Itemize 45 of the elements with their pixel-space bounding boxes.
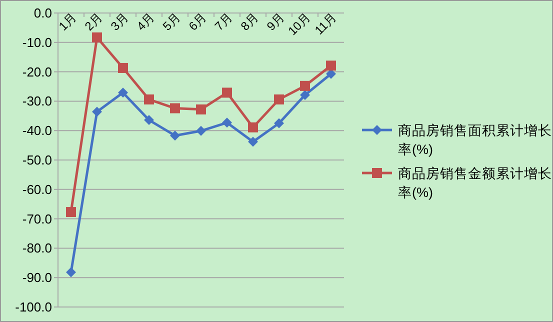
x-tick-label: 4月 <box>134 10 158 34</box>
y-tick-label: -60.0 <box>22 182 52 197</box>
legend-label: 商品房销售金额累计增长率(%) <box>398 166 552 200</box>
y-tick-label: -50.0 <box>22 152 52 168</box>
x-tick-label: 3月 <box>108 10 132 34</box>
point <box>66 207 76 218</box>
point <box>222 88 232 98</box>
y-tick-label: -80.0 <box>22 240 52 256</box>
point <box>92 32 102 42</box>
y-tick-label: -40.0 <box>22 123 52 138</box>
point <box>118 88 128 98</box>
point <box>274 118 284 128</box>
point <box>326 60 336 71</box>
point <box>144 94 154 104</box>
point <box>274 94 284 104</box>
point <box>300 90 310 100</box>
point <box>144 115 154 126</box>
point <box>66 267 76 278</box>
x-tick-label: 10月 <box>285 10 314 38</box>
point <box>222 118 232 128</box>
y-tick-label: 0.0 <box>34 6 52 20</box>
x-tick-label: 9月 <box>264 10 288 34</box>
point <box>248 122 258 132</box>
x-tick-label: 2月 <box>82 10 106 34</box>
point <box>300 80 310 91</box>
x-tick-label: 8月 <box>238 10 262 34</box>
y-tick-label: -30.0 <box>22 94 52 109</box>
point <box>196 104 206 114</box>
x-tick-label: 11月 <box>312 10 340 38</box>
point <box>196 126 206 136</box>
point <box>170 103 180 114</box>
y-tick-label: -90.0 <box>22 270 52 286</box>
point <box>170 130 180 141</box>
x-tick-label: 6月 <box>186 10 210 34</box>
y-tick-label: -100.0 <box>15 300 52 314</box>
y-tick-label: -10.0 <box>22 34 52 50</box>
y-tick-label: -70.0 <box>22 211 52 226</box>
x-tick-label: 1月 <box>56 10 80 34</box>
point <box>118 62 128 73</box>
y-tick-label: -20.0 <box>22 64 52 80</box>
point <box>248 136 258 147</box>
x-tick-label: 7月 <box>212 10 236 34</box>
point <box>92 106 102 117</box>
legend-label: 商品房销售面积累计增长率(%) <box>398 123 552 157</box>
x-tick-label: 5月 <box>160 10 184 34</box>
